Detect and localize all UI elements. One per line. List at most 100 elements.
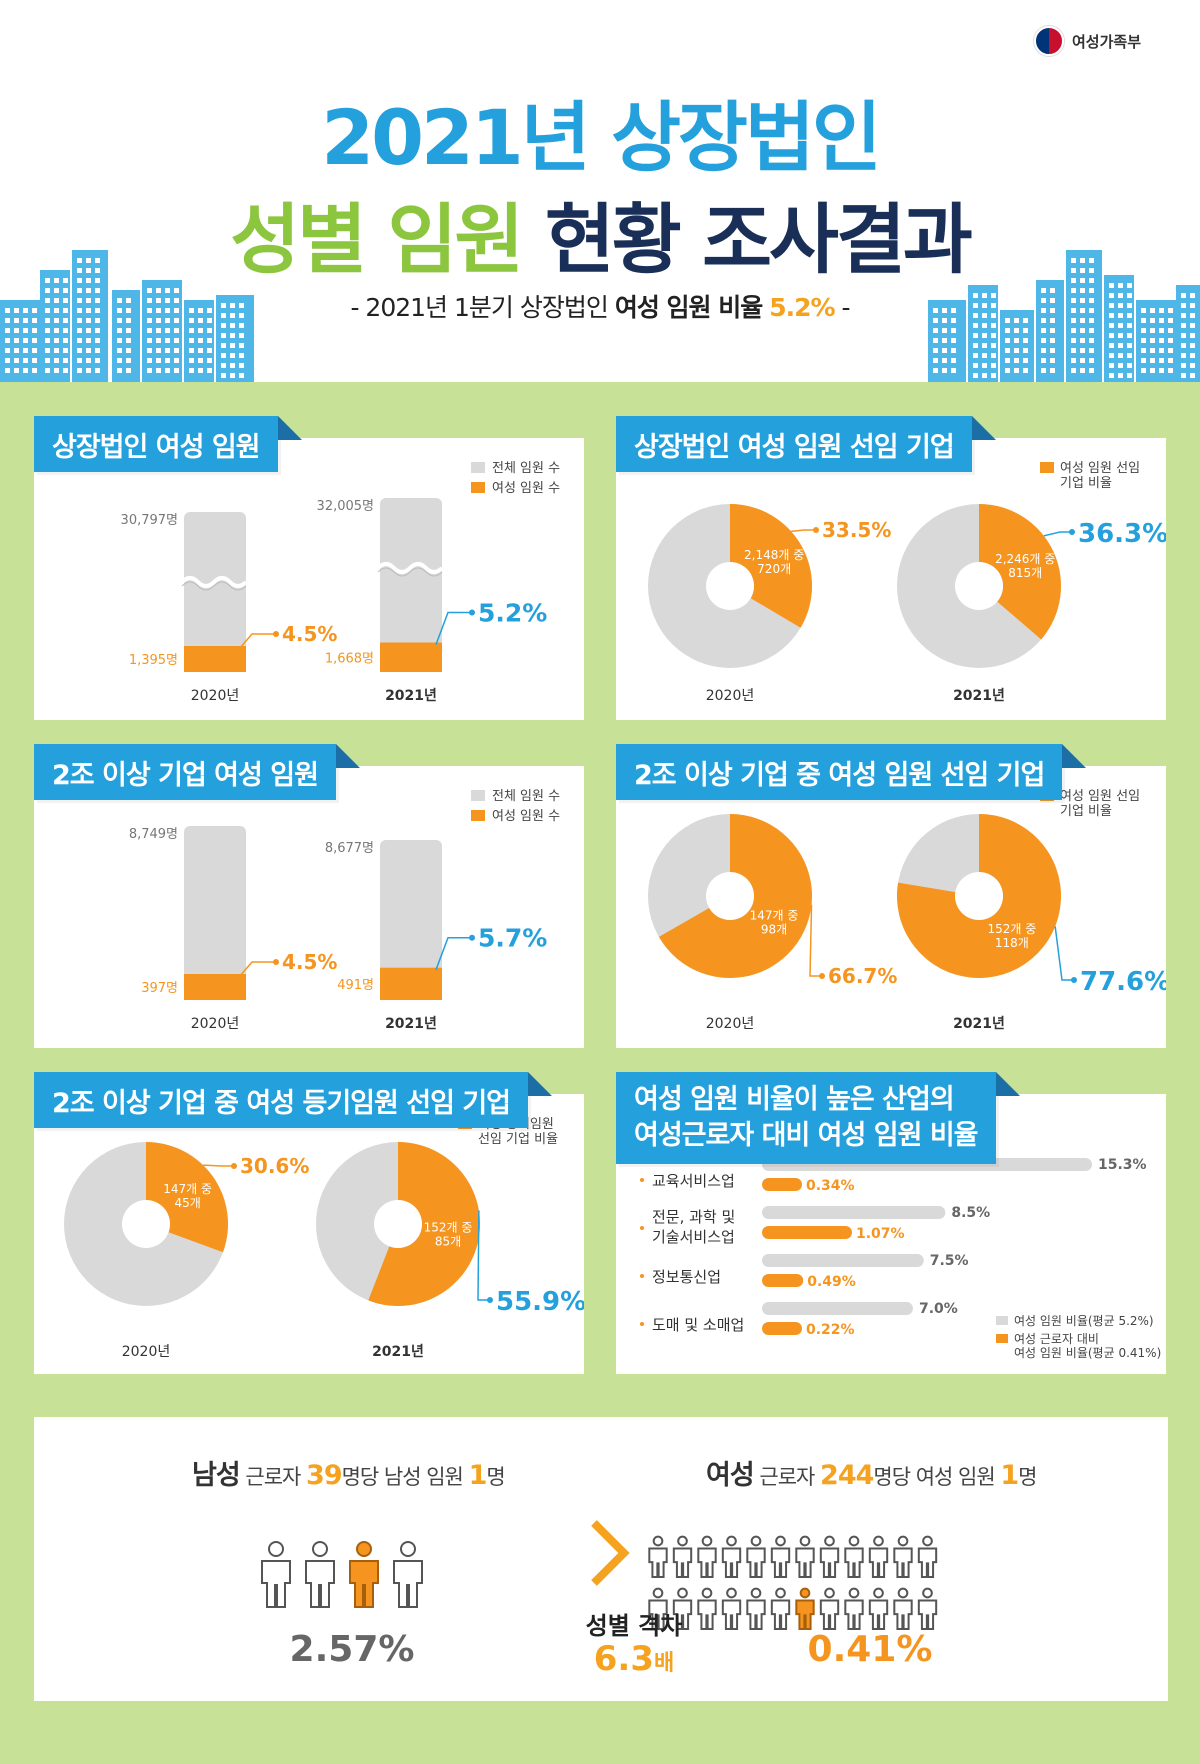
building-window (1109, 313, 1114, 318)
industry-name-3: 도매 및 소매업 (652, 1316, 744, 1334)
building-window (77, 348, 82, 353)
building-window (1109, 353, 1114, 358)
building-window (165, 358, 170, 363)
building-window (63, 368, 68, 373)
building-window (77, 278, 82, 283)
building-window (1014, 358, 1019, 363)
building-window (1080, 278, 1085, 283)
year-label-0: 2020년 (191, 1016, 240, 1032)
building-window (221, 343, 226, 348)
legend-women: 여성 임원 수 (492, 481, 560, 496)
section-title-s3: 2조 이상 기업 여성 임원 (34, 744, 360, 800)
building-window (239, 323, 244, 328)
legend-swatch-women (471, 482, 485, 493)
building-window (1127, 373, 1132, 378)
building-window (1109, 303, 1114, 308)
female-mid2: 명당 여성 임원 (873, 1465, 995, 1489)
female-person-0-7-body (819, 1547, 840, 1578)
building-window (32, 338, 37, 343)
donut-hole-0 (122, 1200, 170, 1248)
building-window (1141, 368, 1146, 373)
building-window (147, 288, 152, 293)
building-window (1023, 328, 1028, 333)
building-window (14, 338, 19, 343)
female-person-0-9-head (873, 1535, 884, 1547)
building-window (14, 318, 19, 323)
female-person-1-4-body (746, 1599, 766, 1630)
building-window (1141, 338, 1146, 343)
building-window (1159, 358, 1164, 363)
building-window (221, 323, 226, 328)
building-window (14, 368, 19, 373)
building-window (45, 288, 50, 293)
building-window (95, 258, 100, 263)
female-person-1-10-head (897, 1587, 909, 1599)
donut-pct-1: 36.3% (1078, 519, 1166, 549)
industry-name-l1-1: 전문, 과학 및 (652, 1208, 735, 1226)
female-person-1-3-head (726, 1587, 737, 1599)
building-window (189, 318, 194, 323)
building-window (1181, 303, 1186, 308)
building-window (1159, 308, 1164, 313)
male-word: 남성 (192, 1460, 241, 1491)
building-window (156, 308, 161, 313)
building-window (5, 348, 10, 353)
building-window (32, 308, 37, 313)
building-window (77, 358, 82, 363)
building-window (117, 348, 122, 353)
subtitle: - 2021년 1분기 상장법인 여성 임원 비율 5.2% - (0, 288, 1200, 324)
building-window (1080, 288, 1085, 293)
female-person-1-5-body (770, 1599, 791, 1630)
building-window (1089, 348, 1094, 353)
building-window (942, 348, 947, 353)
building-window (221, 363, 226, 368)
building-window (77, 288, 82, 293)
building-window (951, 308, 956, 313)
building-window (174, 348, 179, 353)
building-window (1041, 338, 1046, 343)
building-window (1050, 288, 1055, 293)
break-mark-0 (180, 576, 248, 588)
building-window (1041, 318, 1046, 323)
building-window (1190, 333, 1195, 338)
female-person-1-11-head (922, 1587, 933, 1599)
building-window (933, 358, 938, 363)
building-window (86, 258, 91, 263)
industry-a-label-3: 7.0% (919, 1301, 958, 1317)
total-label-0: 30,797명 (121, 513, 178, 528)
female-person-0-0-body (648, 1547, 668, 1578)
industry-a-label-1: 8.5% (951, 1205, 990, 1221)
bar-women-0 (184, 974, 246, 1000)
building-window (982, 293, 987, 298)
building-window (45, 368, 50, 373)
industry-a-label-2: 7.5% (930, 1253, 969, 1269)
male-mid1: 근로자 (245, 1465, 301, 1489)
building-window (86, 348, 91, 353)
female-person-0-9-body (868, 1547, 889, 1578)
donut-hole-0 (706, 872, 754, 920)
building-window (174, 358, 179, 363)
pct-dot-0 (273, 959, 279, 965)
donut-slice-0 (658, 814, 812, 978)
building-window (1150, 338, 1155, 343)
female-person-1-3-body (721, 1599, 742, 1630)
building-window (1181, 343, 1186, 348)
building-window (239, 303, 244, 308)
building-window (117, 308, 122, 313)
industry-name-0: 교육서비스업 (652, 1172, 735, 1190)
building-window (86, 358, 91, 363)
building-window (32, 368, 37, 373)
female-end: 명 (1018, 1465, 1037, 1489)
building-window (207, 348, 212, 353)
building-window (1141, 348, 1146, 353)
building-window (1141, 328, 1146, 333)
building-window (95, 338, 100, 343)
building-window (77, 328, 82, 333)
donut-inner-l2-0: 720개 (757, 562, 791, 576)
legend-line1: 여성 임원 선임 (1060, 789, 1140, 804)
building-window (230, 343, 235, 348)
female-person-1-1-body (672, 1599, 693, 1630)
building-window (147, 338, 152, 343)
card-s6: 교육서비스업 15.3% 0.34% 전문, 과학 및 기술서비스업 8.5% 1.07% 정… (616, 1094, 1166, 1374)
female-person-0-11-head (922, 1535, 933, 1547)
